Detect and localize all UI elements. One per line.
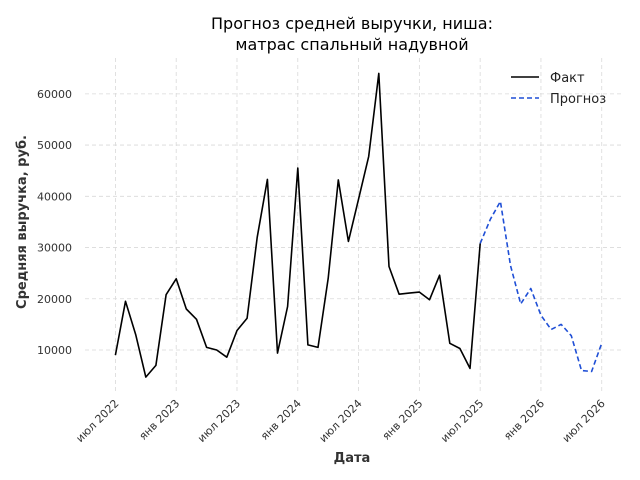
y-axis-ticks: 10000 20000 30000 40000 50000 60000: [37, 88, 72, 357]
y-axis-label: Средняя выручка, руб.: [15, 135, 30, 309]
x-tick-label: июл 2026: [560, 397, 608, 445]
x-axis-label: Дата: [334, 451, 371, 466]
grid: [85, 58, 622, 392]
legend: Факт Прогноз: [511, 71, 606, 107]
legend-label-forecast: Прогноз: [550, 92, 606, 107]
x-tick-label: июл 2025: [438, 397, 486, 445]
x-tick-label: июл 2022: [73, 397, 121, 445]
y-tick-label: 40000: [37, 190, 72, 203]
x-tick-label: июл 2024: [317, 397, 365, 445]
y-tick-label: 20000: [37, 293, 72, 306]
x-tick-label: янв 2023: [136, 397, 182, 443]
y-tick-label: 60000: [37, 88, 72, 101]
x-tick-label: янв 2026: [501, 397, 547, 443]
series-line-fact: [114, 72, 481, 378]
x-tick-label: янв 2024: [258, 397, 304, 443]
x-tick-label: янв 2025: [380, 397, 426, 443]
legend-label-fact: Факт: [550, 71, 585, 86]
chart-title-line-1: Прогноз средней выручки, ниша:: [211, 14, 493, 33]
x-tick-label: июл 2023: [195, 397, 243, 445]
y-tick-label: 50000: [37, 139, 72, 152]
chart-title-line-2: матрас спальный надувной: [235, 35, 468, 54]
x-axis-ticks: июл 2022 янв 2023 июл 2023 янв 2024 июл 2024…: [73, 397, 607, 445]
series-lines: [114, 72, 603, 378]
y-tick-label: 30000: [37, 242, 72, 255]
y-tick-label: 10000: [37, 344, 72, 357]
